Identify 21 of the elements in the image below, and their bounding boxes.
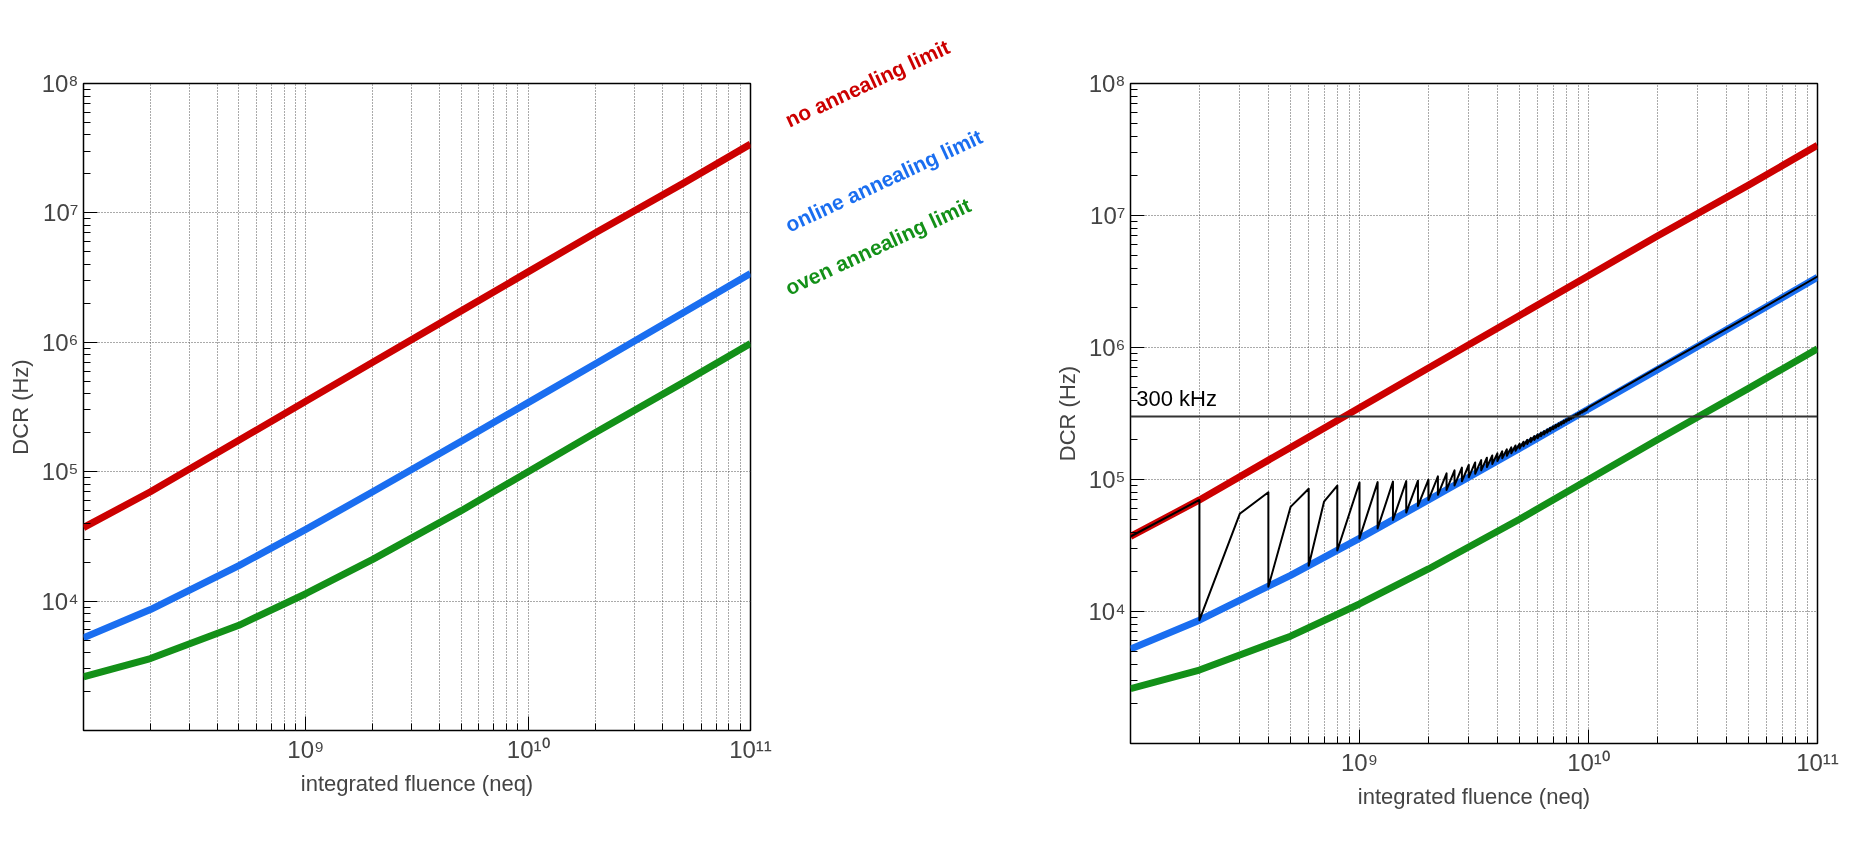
x-axis-title: integrated fluence (neq) [300,770,534,796]
x-tick-label: 10⁹ [287,735,325,763]
y-tick-label: 10⁷ [1090,202,1126,229]
x-tick-label: 10⁹ [1341,748,1378,776]
y-tick-label: 10⁴ [1088,598,1126,625]
y-tick-label: 10⁵ [1088,466,1126,493]
x-tick-label: 10¹⁰ [506,735,550,763]
x-tick-label: 10¹¹ [729,735,772,763]
y-tick-label: 10⁶ [41,328,79,356]
x-axis-title: integrated fluence (neq) [1357,783,1591,809]
y-axis-title: DCR (Hz) [8,359,34,455]
y-tick-label: 10⁴ [41,587,79,615]
ref-line-label: 300 kHz [1136,386,1218,412]
y-axis-title: DCR (Hz) [1055,365,1081,462]
y-tick-label: 10⁵ [41,458,79,486]
y-tick-label: 10⁸ [1088,70,1126,97]
x-tick-label: 10¹¹ [1796,748,1839,776]
y-tick-label: 10⁸ [41,70,79,97]
y-tick-label: 10⁶ [1088,334,1126,361]
x-tick-label: 10¹⁰ [1567,748,1610,776]
y-tick-label: 10⁷ [43,199,79,227]
